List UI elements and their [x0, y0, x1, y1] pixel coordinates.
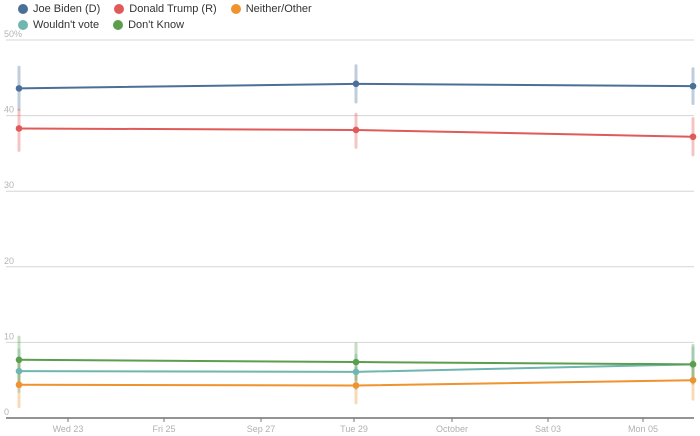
- legend-label: Wouldn't vote: [33, 19, 100, 31]
- x-tick-label: Wed 23: [53, 424, 84, 434]
- data-point: [352, 126, 360, 134]
- legend-label: Donald Trump (R): [129, 3, 217, 15]
- legend-swatch: [18, 20, 28, 30]
- x-tick-label: Sep 27: [247, 424, 276, 434]
- legend-label: Neither/Other: [245, 3, 312, 15]
- legend-swatch: [113, 20, 124, 30]
- chart-legend: Joe Biden (D) Donald Trump (R) Neither/Oth…: [18, 2, 348, 32]
- y-tick-label: 50%: [4, 29, 22, 39]
- legend-item[interactable]: Donald Trump (R): [114, 2, 217, 16]
- data-point: [15, 356, 23, 364]
- data-point: [15, 85, 23, 92]
- legend-item[interactable]: Wouldn't vote: [18, 18, 99, 32]
- legend-swatch: [18, 4, 28, 14]
- data-point: [689, 82, 697, 90]
- legend-label: Don't Know: [128, 19, 185, 31]
- x-tick-label: Mon 05: [628, 424, 658, 434]
- data-point: [689, 376, 697, 384]
- legend-item[interactable]: Don't Know: [113, 18, 184, 32]
- legend-item[interactable]: Joe Biden (D): [18, 2, 100, 16]
- y-tick-label: 10: [4, 331, 14, 341]
- data-point: [352, 358, 360, 366]
- y-tick-label: 40: [4, 105, 14, 115]
- legend-label: Joe Biden (D): [33, 3, 101, 15]
- x-tick-label: Tue 29: [340, 424, 368, 434]
- data-point: [15, 381, 23, 389]
- x-tick-label: October: [436, 424, 468, 434]
- legend-swatch: [114, 4, 125, 14]
- data-point: [15, 125, 23, 132]
- x-tick-label: Sat 03: [535, 424, 561, 434]
- data-point: [689, 361, 697, 368]
- data-point: [689, 133, 697, 141]
- data-point: [352, 368, 360, 376]
- data-point: [352, 382, 360, 389]
- legend-item[interactable]: Neither/Other: [230, 2, 312, 16]
- y-tick-label: 30: [4, 180, 14, 190]
- data-point: [15, 367, 23, 375]
- y-tick-label: 0: [4, 407, 9, 417]
- x-tick-label: Fri 25: [152, 424, 175, 434]
- data-point: [352, 80, 360, 88]
- legend-swatch: [230, 4, 241, 14]
- y-tick-label: 20: [4, 256, 14, 266]
